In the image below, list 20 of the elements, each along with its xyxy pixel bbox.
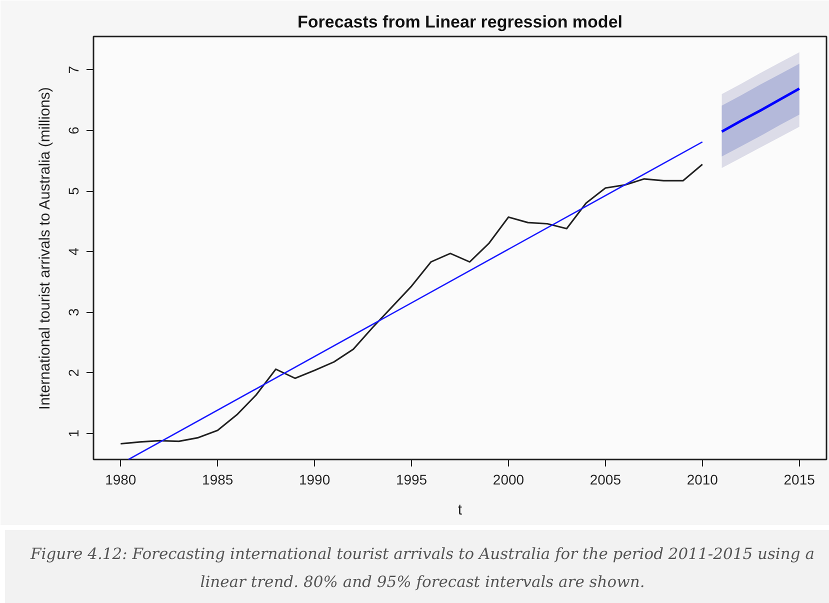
y-tick-label: 3 [66,308,82,316]
y-tick-label: 6 [66,126,82,134]
y-tick-label: 1 [66,429,82,438]
y-axis-title: International tourist arrivals to Australia (millions) [36,87,54,410]
line-series [720,87,801,133]
y-tick-label: 7 [66,66,82,74]
x-tick-label: 2000 [492,472,524,488]
x-tick-label: 1990 [298,472,330,488]
y-tick-label: 5 [66,186,82,195]
caption: Figure 4.12: Forecasting international tourist arrivals to Australia for the period 2011-2015 using a linear trend. 80% and 95% forecast intervals are shown. [29,544,816,593]
x-tick-label: 1980 [105,472,136,488]
y-tick-label: 4 [66,248,82,256]
x-tick-label: 1985 [202,472,234,488]
y-tick-label: 2 [66,368,82,377]
x-axis-title: t [458,502,463,518]
x-tick-label: 2010 [686,472,718,488]
x-tick-label: 1995 [396,472,428,488]
x-tick-label: 2005 [590,472,622,488]
chart-title: Forecasts from Linear regression model [298,12,623,32]
x-tick-label: 2015 [784,472,816,488]
